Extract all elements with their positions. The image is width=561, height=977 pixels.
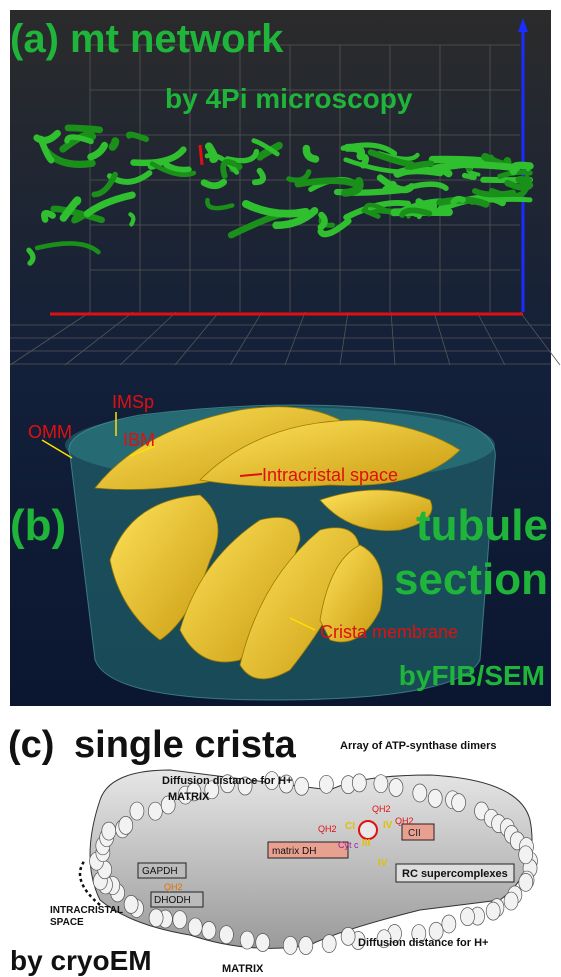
complex-label: IV: [383, 820, 393, 831]
tubule-segment: [204, 182, 224, 186]
box-label: DHODH: [154, 895, 191, 906]
dimer: [374, 775, 388, 793]
dimer: [519, 846, 533, 864]
annotation: Crista membrane: [320, 622, 458, 642]
dimer: [461, 908, 475, 926]
dimer: [173, 911, 187, 929]
annotation: INTRACRISTAL: [50, 905, 123, 916]
complex-label: III: [362, 838, 371, 849]
dimer: [452, 794, 466, 812]
complex-label: Cyt c: [338, 840, 359, 850]
dimer: [124, 895, 138, 913]
tubule-segment: [453, 199, 462, 202]
dimer: [148, 802, 162, 820]
tubule-segment: [465, 176, 475, 178]
annotation: MATRIX: [222, 963, 264, 975]
title: tubule: [416, 501, 548, 550]
annotation: Array of ATP-synthase dimers: [340, 740, 497, 752]
annotation: IBM: [123, 430, 155, 450]
method: byFIB/SEM: [399, 660, 545, 691]
dimer: [299, 937, 313, 955]
dimer: [119, 816, 133, 834]
dimer: [202, 921, 216, 939]
dimer: [413, 784, 427, 802]
dimer: [240, 931, 254, 949]
complex-label: QH2: [372, 804, 391, 814]
title: section: [394, 555, 548, 604]
marker: [200, 145, 202, 165]
dimer: [486, 902, 500, 920]
complex-label: QH2: [318, 824, 337, 834]
tubule-segment: [298, 181, 355, 184]
method: by cryoEM: [10, 945, 152, 976]
dimer: [442, 915, 456, 933]
dimer: [504, 892, 518, 910]
box-label: matrix DH: [272, 846, 316, 857]
annotation: Diffusion distance for H+: [358, 937, 489, 949]
complex-label: CI: [345, 821, 355, 832]
panel-a-bg: [10, 10, 551, 370]
dimer: [283, 936, 297, 954]
annotation: OMM: [28, 422, 72, 442]
dimer: [219, 926, 233, 944]
box-label: QH2: [164, 882, 183, 892]
dimer: [130, 802, 144, 820]
panel-label: (a) mt network: [10, 17, 284, 61]
complex-label: IV: [378, 858, 388, 869]
title: single crista: [74, 724, 297, 766]
dimer: [352, 774, 366, 792]
dimer: [102, 822, 116, 840]
panel-label: (b): [10, 501, 66, 550]
dimer: [341, 927, 355, 945]
panel-label: (c): [8, 724, 54, 766]
dimer: [322, 935, 336, 953]
tubule-segment: [462, 164, 517, 168]
complex-label: CII: [408, 828, 421, 839]
annotation: MATRIX: [168, 791, 210, 803]
tubule-segment: [68, 128, 100, 130]
dimer: [319, 775, 333, 793]
tubule-segment: [113, 141, 116, 147]
dimer: [149, 909, 163, 927]
annotation: IMSp: [112, 392, 154, 412]
annotation: Intracristal space: [262, 465, 398, 485]
tubule-segment: [386, 185, 394, 190]
annotation: Diffusion distance for H+: [162, 775, 293, 787]
box-label: GAPDH: [142, 866, 178, 877]
figure: (a) mt network by 4Pi microscopy OMM IMS…: [0, 0, 561, 977]
complex: [359, 821, 377, 839]
annotation: SPACE: [50, 917, 84, 928]
dimer: [389, 778, 403, 796]
dimer: [256, 934, 270, 952]
dimer: [295, 777, 309, 795]
dimer: [188, 918, 202, 936]
dimer: [519, 873, 533, 891]
subtitle: by 4Pi microscopy: [165, 83, 413, 114]
box-label: RC supercomplexes: [402, 868, 508, 880]
dimer: [428, 789, 442, 807]
complex-label: QH2: [395, 816, 414, 826]
tubule-segment: [519, 179, 525, 182]
